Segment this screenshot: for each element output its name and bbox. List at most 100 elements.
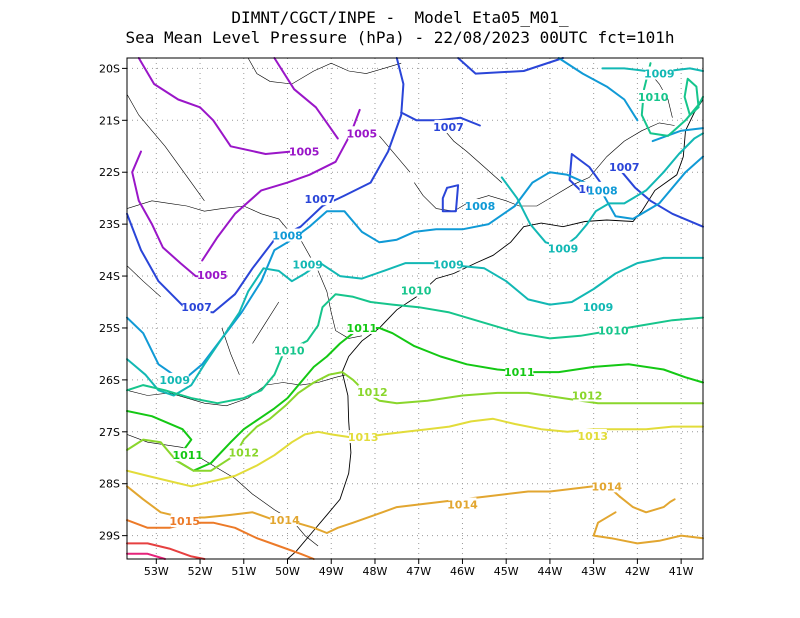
isobar-1009 [500, 132, 704, 249]
lat-tick-label: 22S [99, 166, 120, 179]
lon-tick-label: 41W [669, 565, 694, 578]
isobar-label: 1008 [465, 200, 496, 213]
isobar-label: 1013 [577, 430, 608, 443]
lon-tick-label: 43W [581, 565, 606, 578]
isobar-1005 [201, 108, 361, 262]
isobar-label: 1008 [587, 184, 618, 197]
isobar-label: 1007 [181, 301, 212, 314]
isobar-1014 [592, 511, 704, 545]
isobar-label-bg [305, 192, 334, 206]
lon-tick-label: 45W [494, 565, 519, 578]
state-border [247, 57, 402, 85]
lat-tick-label: 24S [99, 270, 120, 283]
isobar-label: 1008 [272, 230, 303, 243]
isobar-label: 1009 [548, 243, 579, 256]
isobar-label: 1011 [504, 366, 535, 379]
isobar-unlabeled [126, 552, 167, 560]
state-border [440, 125, 502, 183]
lat-tick-label: 21S [99, 114, 120, 127]
isobar-label: 1009 [433, 259, 464, 272]
isobar-label: 1010 [598, 325, 629, 338]
isobar-label-bg [592, 479, 621, 493]
lon-tick-label: 42W [625, 565, 650, 578]
isobar-label-bg [182, 300, 211, 314]
isobar-label-bg [549, 241, 578, 255]
isobar-label-bg [347, 126, 376, 140]
isobar-label-bg [290, 144, 319, 158]
isobar-label-bg [434, 120, 463, 134]
isobar-label: 1007 [433, 121, 464, 134]
state-border [126, 374, 347, 407]
isobar-label: 1005 [197, 269, 228, 282]
isobar-label-bg [610, 160, 639, 174]
isobar-label-bg [160, 372, 189, 386]
state-border [221, 327, 240, 375]
lon-tick-label: 53W [144, 565, 169, 578]
lon-tick-label: 49W [319, 565, 344, 578]
isobar-label: 1013 [348, 431, 379, 444]
isobar-label-bg [273, 228, 302, 242]
isobar-label-bg [465, 198, 494, 212]
isobar-label-bg [578, 428, 607, 442]
axis-ticks: 53W 52W 51W 50W 49W 48W 47W 46W 45W 44W 43W 42W 41W 2… [99, 62, 694, 578]
isobar-label-bg [588, 183, 617, 197]
lat-tick-label: 29S [99, 530, 120, 543]
map-frame [126, 57, 704, 560]
coastline [287, 371, 352, 560]
isobar-1014 [618, 495, 676, 514]
lat-tick-label: 26S [99, 374, 120, 387]
isobar-label: 1015 [169, 515, 200, 528]
lon-tick-label: 51W [231, 565, 256, 578]
isobar-label: 1005 [289, 145, 320, 158]
isobar-1005 [273, 57, 339, 140]
isobar-1009 [126, 256, 704, 397]
isobar-label-bg [270, 513, 299, 527]
isobar-1007 [457, 57, 564, 75]
isobar-1010 [683, 77, 700, 117]
isobar-label: 1005 [347, 127, 378, 140]
state-border [379, 135, 411, 173]
lat-tick-label: 20S [99, 62, 120, 75]
isobar-label: 1010 [638, 91, 669, 104]
isobar-label-bg [402, 283, 431, 297]
isobar-1013 [126, 417, 704, 488]
isobar-labels: 1005100510051007100710071007100710081008… [159, 66, 675, 528]
lon-tick-label: 48W [363, 565, 388, 578]
lon-tick-label: 52W [188, 565, 213, 578]
isobar-1014 [126, 485, 621, 534]
lat-tick-label: 27S [99, 426, 120, 439]
isobar-label: 1010 [274, 344, 305, 357]
isobar-label-bg [434, 257, 463, 271]
isobar-label: 1011 [172, 449, 203, 462]
isobar-label-bg [584, 300, 613, 314]
isobar-label-bg [645, 66, 674, 80]
isobar-label: 1010 [401, 285, 432, 298]
isobar-1008 [651, 127, 704, 143]
isobar-label: 1007 [609, 161, 640, 174]
isobar-label: 1014 [269, 514, 300, 527]
isobar-label: 1011 [347, 322, 378, 335]
lat-tick-label: 25S [99, 322, 120, 335]
lon-tick-label: 44W [537, 565, 562, 578]
isobar-1005 [131, 150, 214, 279]
state-border [252, 301, 280, 344]
isobar-label-bg [293, 257, 322, 271]
isobar-label: 1009 [159, 374, 190, 387]
lat-tick-label: 28S [99, 478, 120, 491]
lon-tick-label: 50W [275, 565, 300, 578]
isobar-label-bg [639, 89, 668, 103]
map-title: DIMNT/CGCT/INPE - Model Eta05_M01_ [231, 8, 569, 27]
isobar-label: 1007 [305, 193, 336, 206]
isobar-label-bg [599, 323, 628, 337]
isobar-label: 1009 [292, 259, 323, 272]
map-subtitle: Sea Mean Level Pressure (hPa) - 22/08/20… [125, 28, 675, 47]
isobar-label-bg [347, 320, 376, 334]
geographic-boundaries [126, 57, 704, 560]
lon-tick-label: 47W [406, 565, 431, 578]
isobar-label-bg [275, 343, 304, 357]
isobar-1015 [126, 519, 315, 560]
isobar-label-bg [573, 388, 602, 402]
isobar-label-bg [505, 365, 534, 379]
isobar-label-bg [349, 429, 378, 443]
